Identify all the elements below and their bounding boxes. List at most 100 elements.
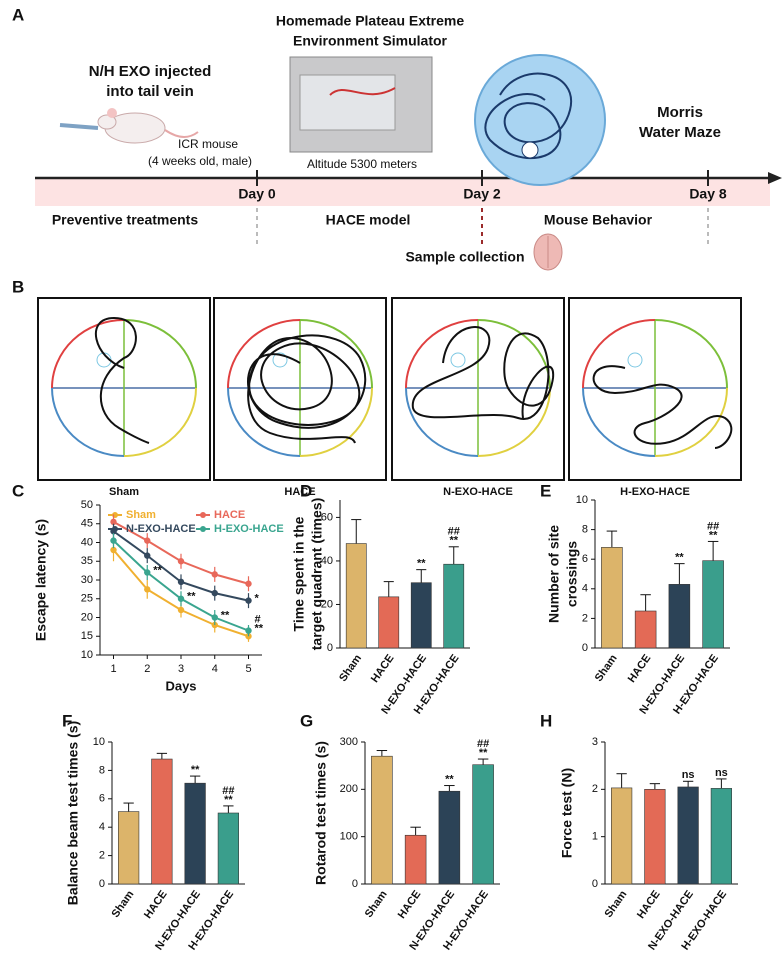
trajectory-box bbox=[37, 297, 211, 481]
bar bbox=[404, 834, 427, 885]
x-tick-label: HACE bbox=[142, 889, 170, 921]
significance-label: ** bbox=[187, 591, 196, 603]
y-tick-label: 10 bbox=[576, 494, 588, 506]
point bbox=[177, 558, 185, 565]
point bbox=[211, 571, 218, 578]
x-tick-label: Sham bbox=[602, 888, 629, 920]
bar bbox=[644, 789, 666, 885]
point bbox=[110, 546, 117, 554]
trajectory-label: HACE bbox=[284, 486, 315, 498]
arena-arc bbox=[227, 319, 301, 389]
bar bbox=[601, 547, 623, 649]
bar bbox=[710, 788, 732, 885]
y-tick-label: 4 bbox=[99, 821, 105, 833]
simulator-tube bbox=[329, 87, 396, 96]
maze-label: Water Maze bbox=[639, 124, 721, 141]
y-tick-label: 8 bbox=[99, 764, 105, 776]
panel-label: E bbox=[540, 481, 551, 500]
trajectory-box bbox=[213, 297, 387, 481]
day-label: Day 2 bbox=[463, 186, 501, 202]
arena-arc bbox=[582, 319, 656, 389]
significance-label: ** bbox=[449, 535, 458, 547]
trajectory-label: H-EXO-HACE bbox=[620, 486, 690, 498]
maze-path bbox=[484, 72, 573, 159]
point bbox=[245, 580, 252, 587]
significance-label: ns bbox=[682, 769, 695, 781]
y-tick-label: 0 bbox=[352, 878, 358, 890]
point bbox=[177, 595, 185, 602]
panel-label: H bbox=[540, 711, 552, 730]
platform bbox=[627, 352, 643, 368]
y-axis-label: Number of site bbox=[546, 525, 562, 623]
mouse-icon bbox=[59, 108, 199, 144]
swim-path bbox=[592, 365, 733, 449]
x-tick-label: 1 bbox=[110, 663, 116, 675]
bar bbox=[443, 563, 465, 649]
arena-arc bbox=[405, 319, 479, 389]
y-tick-label: 20 bbox=[81, 611, 93, 623]
x-tick-label: HACE bbox=[626, 653, 654, 685]
significance-label: ** bbox=[479, 747, 488, 759]
bar bbox=[151, 758, 173, 885]
y-tick-label: 4 bbox=[582, 583, 588, 595]
arena-arc bbox=[477, 387, 551, 457]
swim-path bbox=[95, 316, 150, 444]
timeline-diagram bbox=[35, 54, 782, 271]
point bbox=[211, 589, 218, 597]
point bbox=[144, 586, 151, 593]
arena-arc bbox=[51, 387, 125, 457]
bar bbox=[438, 790, 461, 885]
y-tick-label: 0 bbox=[582, 642, 588, 654]
arena-arc bbox=[582, 387, 656, 457]
bar bbox=[378, 596, 400, 649]
y-tick-label: 100 bbox=[340, 831, 358, 843]
y-tick-label: 50 bbox=[81, 499, 93, 511]
y-axis-label: Time spent in the bbox=[291, 516, 307, 631]
x-tick-label: 4 bbox=[212, 663, 218, 675]
altitude-label: Altitude 5300 meters bbox=[307, 157, 417, 171]
y-tick-label: 10 bbox=[93, 736, 105, 748]
simulator-chamber bbox=[299, 74, 396, 131]
significance-label: * bbox=[255, 593, 260, 605]
platform bbox=[272, 352, 288, 368]
significance-label: ** bbox=[709, 529, 718, 541]
y-tick-label: 6 bbox=[99, 793, 105, 805]
significance-label: ** bbox=[191, 764, 200, 776]
injection-text: into tail vein bbox=[106, 83, 194, 100]
y-tick-label: 1 bbox=[592, 831, 598, 843]
injection-text: N/H EXO injected bbox=[89, 63, 212, 80]
y-tick-label: 20 bbox=[321, 598, 333, 610]
y-tick-label: 0 bbox=[99, 878, 105, 890]
brain-icon bbox=[533, 233, 563, 271]
phase-label: HACE model bbox=[326, 212, 411, 228]
y-tick-label: 0 bbox=[327, 642, 333, 654]
y-axis-label: target quadrant (times) bbox=[309, 498, 325, 650]
bar bbox=[668, 584, 691, 649]
bar bbox=[702, 560, 724, 649]
y-tick-label: 200 bbox=[340, 783, 358, 795]
panel-label: B bbox=[12, 277, 24, 296]
arena-arc bbox=[477, 319, 551, 389]
x-tick-label: Sham bbox=[337, 652, 364, 684]
x-tick-label: HACE bbox=[396, 889, 424, 921]
point bbox=[245, 597, 252, 604]
point bbox=[110, 518, 117, 526]
significance-label: ## bbox=[477, 738, 489, 750]
bar bbox=[118, 811, 140, 885]
arena-arc bbox=[123, 387, 197, 457]
panel-label: A bbox=[12, 5, 24, 24]
bar bbox=[184, 782, 206, 885]
mouse-label: ICR mouse bbox=[178, 137, 238, 151]
legend-marker bbox=[200, 526, 206, 532]
bar bbox=[677, 786, 699, 885]
significance-label: ** bbox=[153, 564, 162, 576]
x-tick-label: Sham bbox=[109, 888, 136, 920]
sample-label: Sample collection bbox=[405, 249, 524, 265]
significance-label: ns bbox=[715, 767, 728, 779]
bar bbox=[634, 610, 657, 649]
panel-label: F bbox=[62, 711, 72, 730]
legend-label: HACE bbox=[214, 509, 245, 521]
arena-arc bbox=[299, 387, 373, 457]
trajectory-label: Sham bbox=[109, 486, 139, 498]
y-tick-label: 45 bbox=[81, 518, 93, 530]
